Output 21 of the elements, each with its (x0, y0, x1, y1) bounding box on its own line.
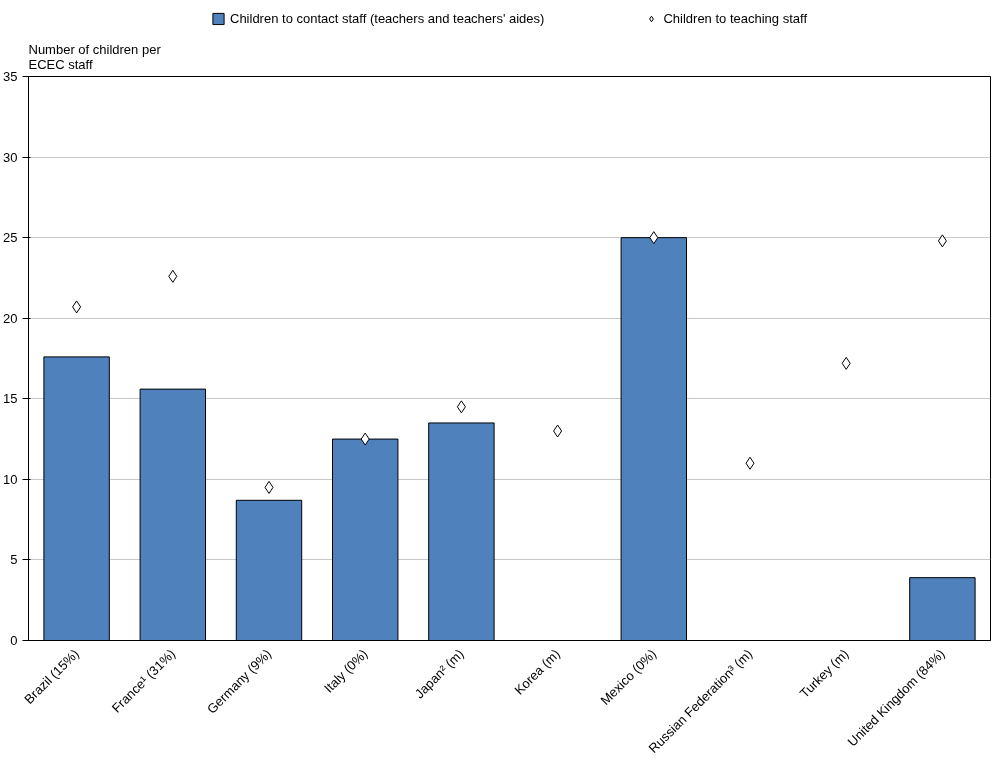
y-tick-label: 15 (3, 391, 18, 407)
point (841, 356, 851, 370)
y-tick-label: 5 (10, 552, 18, 568)
y-tick-label: 0 (10, 633, 18, 648)
point (72, 300, 82, 314)
point (649, 231, 659, 245)
legend-label: Children to contact staff (teachers and teachers' aides) (230, 10, 545, 26)
point (553, 424, 563, 438)
point (745, 456, 755, 470)
y-tick-label: 10 (3, 471, 18, 487)
point (456, 400, 466, 414)
point (937, 234, 947, 248)
y-tick-label: 25 (3, 230, 18, 246)
y-tick-label: 35 (3, 69, 18, 84)
y-tick-label: 20 (3, 310, 18, 326)
legend-label: Children to teaching staff (663, 10, 807, 26)
point (264, 480, 274, 494)
point (168, 269, 178, 283)
point (360, 432, 370, 446)
y-axis-title: Number of children per ECEC staff (28, 41, 162, 72)
y-tick-label: 30 (3, 149, 18, 165)
